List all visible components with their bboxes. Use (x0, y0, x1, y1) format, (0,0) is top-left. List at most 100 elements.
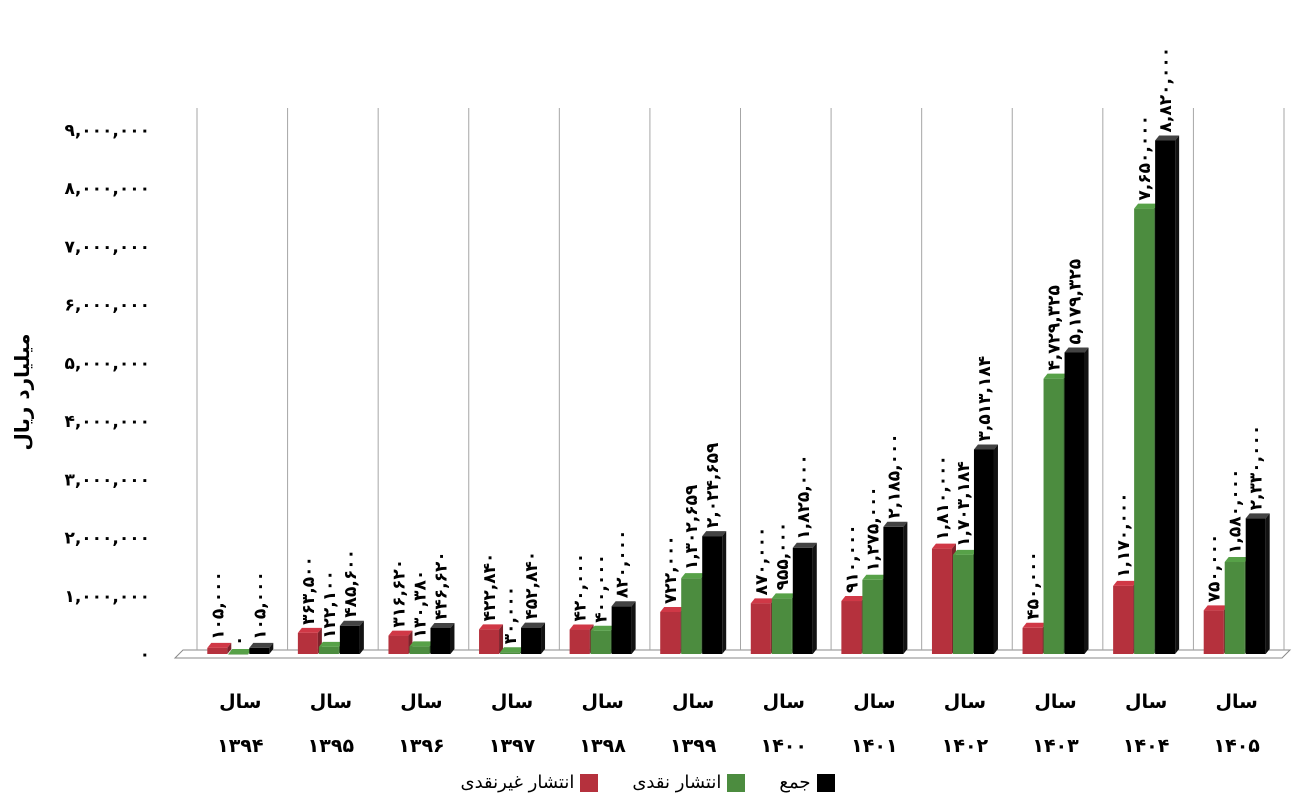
data-label: ۹۵۵,۰۰۰ (773, 522, 793, 591)
data-label: ۱,۸۲۵,۰۰۰ (794, 454, 814, 540)
bar-top (750, 598, 775, 604)
bar-side (499, 624, 504, 654)
bar-top (792, 542, 817, 548)
bar (702, 536, 723, 654)
data-label: ۲,۱۸۵,۰۰۰ (884, 433, 904, 519)
x-tick-label: سال (1125, 691, 1167, 713)
bar-side (359, 620, 364, 654)
x-tick-label: سال (763, 691, 805, 713)
data-label: ۳۱۶,۶۲۰ (389, 559, 409, 628)
legend-item-total: جمع (779, 772, 835, 793)
legend-item-noncash: انتشار غیرنقدی (461, 772, 599, 793)
bar-top (1043, 373, 1068, 379)
bar (388, 635, 409, 654)
bar-top (249, 642, 274, 648)
bar-top (1203, 605, 1228, 611)
bar-top (500, 647, 525, 653)
x-tick-label-year: ۱۴۰۳ (1032, 735, 1079, 757)
data-label: ۹۱۰,۰۰۰ (842, 524, 862, 593)
bar-top (1134, 203, 1159, 209)
x-tick-label: سال (400, 691, 442, 713)
bar-side (541, 622, 546, 654)
bar-top (207, 642, 232, 648)
plot-floor (173, 649, 1292, 659)
data-label: ۱,۲۷۵,۰۰۰ (863, 486, 883, 572)
x-tick-label-year: ۱۳۹۷ (489, 735, 536, 757)
data-label: ۱۲۲,۱۰۰ (320, 570, 340, 639)
bar (883, 526, 904, 654)
bar (500, 652, 521, 654)
legend: جمع انتشار نقدی انتشار غیرنقدی (0, 772, 1295, 793)
bar (409, 646, 430, 654)
bar-side (269, 642, 274, 654)
data-label: ۸,۸۲۰,۰۰۰ (1156, 47, 1176, 133)
bar (318, 646, 339, 654)
bar-side (1084, 347, 1089, 654)
bar-top (973, 444, 998, 450)
bar-top (409, 641, 434, 647)
bar-top (1064, 347, 1089, 353)
bar-top (339, 620, 364, 626)
y-tick-label: ۹,۰۰۰,۰۰۰ (64, 121, 150, 141)
bar (862, 579, 883, 654)
data-label: ۴۰۰,۰۰۰ (592, 554, 612, 623)
x-tick-label-year: ۱۳۹۸ (579, 735, 626, 757)
x-tick-label: سال (1034, 691, 1076, 713)
bar-side (1175, 135, 1180, 655)
x-tick-label-year: ۱۴۰۰ (761, 735, 807, 757)
x-tick-label-year: ۱۳۹۵ (308, 735, 355, 757)
bar-top (702, 531, 727, 537)
x-tick-label-year: ۱۴۰۵ (1214, 735, 1261, 757)
bar (590, 630, 611, 654)
bar-top (430, 622, 455, 628)
x-tick-label: سال (219, 691, 261, 713)
y-tick-label: ۱,۰۰۰,۰۰۰ (64, 587, 150, 607)
legend-swatch-cash (727, 773, 746, 792)
bar (1245, 518, 1266, 654)
bar (771, 598, 792, 654)
bar-top (1113, 580, 1138, 586)
y-tick-label: ۰ (140, 645, 150, 665)
bar (479, 629, 500, 654)
data-label: ۲,۰۲۴,۶۵۹ (703, 442, 723, 528)
data-label: ۱۰۵,۰۰۰ (250, 571, 270, 640)
bar (1113, 585, 1134, 654)
bar-side (227, 642, 232, 654)
data-label: ۱,۷۰۳,۱۸۴ (954, 461, 974, 547)
data-label: ۱۳۰,۳۸۰ (410, 570, 430, 639)
x-tick-label: سال (581, 691, 623, 713)
data-label: ۰ (229, 636, 249, 646)
data-label: ۷۵۰,۰۰۰ (1205, 534, 1225, 603)
data-label: ۲,۳۳۰,۰۰۰ (1247, 425, 1267, 511)
x-tick-label: سال (310, 691, 352, 713)
bar (207, 647, 228, 654)
bar (660, 611, 681, 654)
data-label: ۳۰,۰۰۰ (501, 586, 521, 644)
bar-side (722, 531, 727, 654)
bar-side (993, 444, 998, 654)
legend-swatch-noncash (580, 773, 599, 792)
data-label: ۷,۶۵۰,۰۰۰ (1135, 115, 1155, 201)
x-tick-label: سال (944, 691, 986, 713)
y-axis-title: میلیارد ریال (2, 333, 42, 450)
bar (297, 632, 318, 654)
x-tick-label-year: ۱۳۹۶ (398, 735, 444, 757)
y-tick-label: ۳,۰۰۰,۰۰۰ (64, 470, 150, 490)
data-label: ۱,۸۱۰,۰۰۰ (933, 455, 953, 541)
legend-swatch-total (816, 773, 835, 792)
data-label: ۴۵۲,۸۴۰ (522, 551, 542, 620)
bar-side (903, 521, 908, 654)
data-label: ۱,۱۷۰,۰۰۰ (1114, 492, 1134, 578)
bar (973, 449, 994, 654)
bar (792, 547, 813, 654)
bar (750, 603, 771, 654)
y-axis-title-text: میلیارد ریال (10, 333, 34, 451)
y-tick-label: ۴,۰۰۰,۰۰۰ (64, 412, 150, 432)
bar-side (812, 542, 817, 654)
bar-top (952, 549, 977, 555)
bar-top (611, 601, 636, 607)
bar-top (228, 649, 253, 654)
bar-top (569, 624, 594, 630)
x-tick-label-year: ۱۳۹۴ (217, 735, 263, 757)
